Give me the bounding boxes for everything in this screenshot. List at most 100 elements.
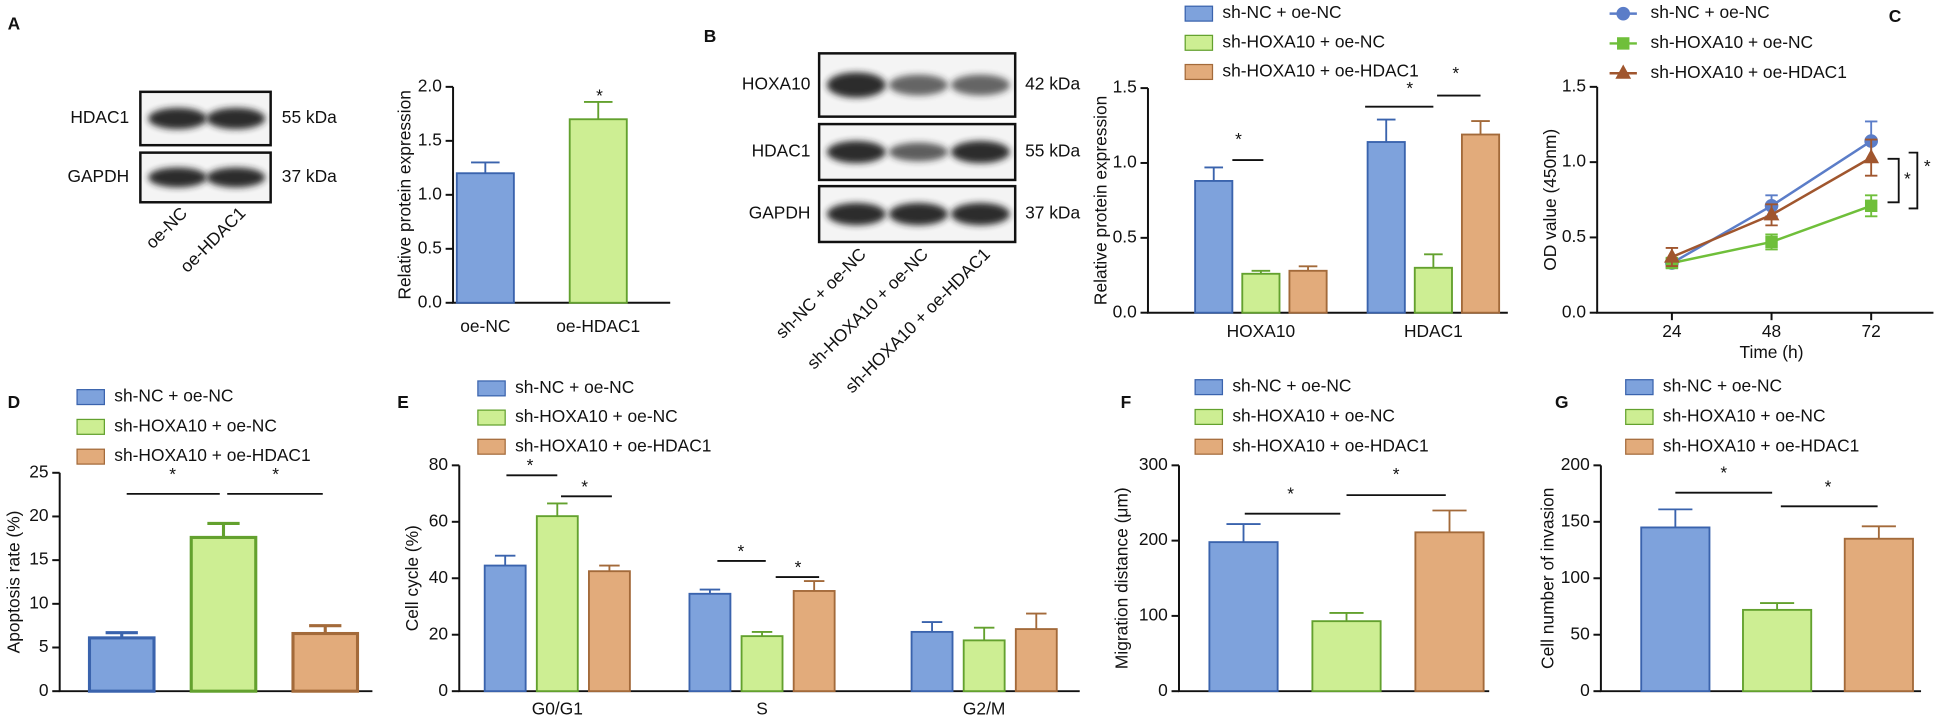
y-axis-label: Apoptosis rate (%)	[4, 511, 24, 654]
significance-label: *	[1287, 484, 1294, 504]
legend-label: sh-HOXA10 + oe-HDAC1	[114, 445, 310, 465]
error-bar	[1471, 120, 1490, 135]
error-bar	[1760, 602, 1795, 610]
y-tick-label: 25	[29, 461, 48, 481]
bar	[1241, 272, 1281, 314]
error-bar	[921, 621, 943, 632]
legend-label: sh-HOXA10 + oe-HDAC1	[1222, 61, 1418, 81]
bar	[87, 636, 156, 693]
axes	[1596, 86, 1934, 314]
y-tick-label: 0.5	[418, 237, 442, 257]
y-tick-label: 40	[429, 567, 448, 587]
marker	[1765, 235, 1778, 249]
blot-band	[951, 74, 1010, 96]
y-tick-label: 300	[1139, 454, 1168, 474]
y-tick-label: 60	[429, 510, 448, 530]
y-tick-label: 1.0	[1562, 151, 1586, 171]
x-axis-label: Time (h)	[1740, 342, 1804, 362]
legend-swatch	[477, 409, 506, 426]
axes	[1177, 465, 1490, 693]
legend-swatch	[1194, 438, 1224, 455]
y-tick-label: 0.0	[418, 291, 442, 311]
y-tick-label: 80	[429, 454, 448, 474]
bar	[1311, 620, 1382, 693]
significance-label: *	[1720, 463, 1727, 483]
y-axis-label: Relative protein expression	[1091, 96, 1111, 305]
bar	[455, 172, 515, 304]
error-bar	[207, 521, 240, 538]
y-axis-label: Cell cycle (%)	[402, 525, 422, 631]
error-bar	[599, 564, 620, 572]
error-bar	[803, 580, 825, 591]
axes	[58, 472, 373, 693]
y-tick-label: 200	[1139, 529, 1168, 549]
significance-label: *	[169, 464, 176, 484]
error-bar	[1329, 611, 1364, 622]
y-tick-label: 0	[438, 680, 448, 700]
x-tick-label: G0/G1	[532, 698, 583, 716]
bar	[1460, 133, 1501, 314]
y-tick-label: 200	[1561, 454, 1590, 474]
blot-row-label: HOXA10	[742, 74, 811, 94]
y-axis-label: Cell number of invasion	[1537, 488, 1557, 669]
legend-label: sh-HOXA10 + oe-HDAC1	[1232, 435, 1428, 455]
y-tick-label: 10	[29, 592, 48, 612]
y-tick-label: 0	[1158, 680, 1168, 700]
blot-row-label: GAPDH	[749, 203, 811, 223]
marker	[1864, 199, 1878, 213]
legend-label: sh-NC + oe-NC	[1232, 376, 1351, 396]
blot-band	[826, 140, 886, 164]
legend-label: sh-HOXA10 + oe-HDAC1	[1651, 62, 1847, 82]
y-tick-label: 0	[1580, 680, 1590, 700]
marker	[1664, 248, 1680, 263]
y-tick-label: 100	[1139, 604, 1168, 624]
significance-label: *	[527, 455, 534, 475]
panel-letter: F	[1121, 392, 1132, 412]
error-bar	[494, 554, 516, 566]
blot-row-label: HDAC1	[70, 107, 129, 127]
error-bar	[547, 502, 568, 517]
y-axis-label: OD value (450nm)	[1540, 129, 1560, 271]
legend-swatch	[1184, 34, 1214, 51]
x-tick-label: G2/M	[963, 698, 1005, 716]
marker	[1615, 64, 1632, 79]
x-tick-label: oe-HDAC1	[556, 316, 640, 336]
legend-label: sh-NC + oe-NC	[1222, 2, 1341, 22]
bar	[1194, 180, 1234, 314]
blot-size-label: 55 kDa	[1025, 141, 1080, 161]
error-bar	[973, 626, 995, 641]
legend-swatch	[1625, 379, 1654, 396]
y-tick-label: 0.0	[1562, 301, 1586, 321]
bar	[962, 639, 1006, 693]
axes	[1599, 465, 1922, 693]
legend-label: sh-HOXA10 + oe-NC	[515, 406, 678, 426]
blot-band	[951, 202, 1010, 226]
error-bar	[1026, 612, 1047, 630]
y-tick-label: 20	[429, 623, 448, 643]
blot-band	[826, 202, 886, 226]
significance-label: *	[272, 464, 279, 484]
x-tick-label: 72	[1862, 321, 1881, 341]
bar	[740, 635, 784, 693]
blot-row-label: HDAC1	[752, 141, 811, 161]
blot-band	[206, 167, 266, 188]
y-axis-label: Migration distance (μm)	[1112, 487, 1132, 669]
legend-swatch	[1184, 63, 1214, 81]
legend-swatch	[1625, 408, 1654, 426]
x-tick-label: HOXA10	[1227, 321, 1296, 341]
y-tick-label: 0.0	[1113, 301, 1137, 321]
legend-swatch	[76, 448, 105, 465]
panel-letter: A	[8, 13, 21, 33]
y-tick-label: 100	[1561, 567, 1590, 587]
bar	[483, 564, 527, 693]
panel-letter: G	[1555, 392, 1569, 412]
bar	[1843, 537, 1914, 693]
legend-label: sh-NC + oe-NC	[114, 386, 233, 406]
bar	[688, 592, 732, 693]
y-tick-label: 2.0	[418, 75, 442, 95]
blot-row-label: GAPDH	[67, 166, 129, 186]
error-bar	[1432, 509, 1467, 533]
error-bar	[1226, 523, 1261, 543]
blot-band	[826, 72, 886, 98]
